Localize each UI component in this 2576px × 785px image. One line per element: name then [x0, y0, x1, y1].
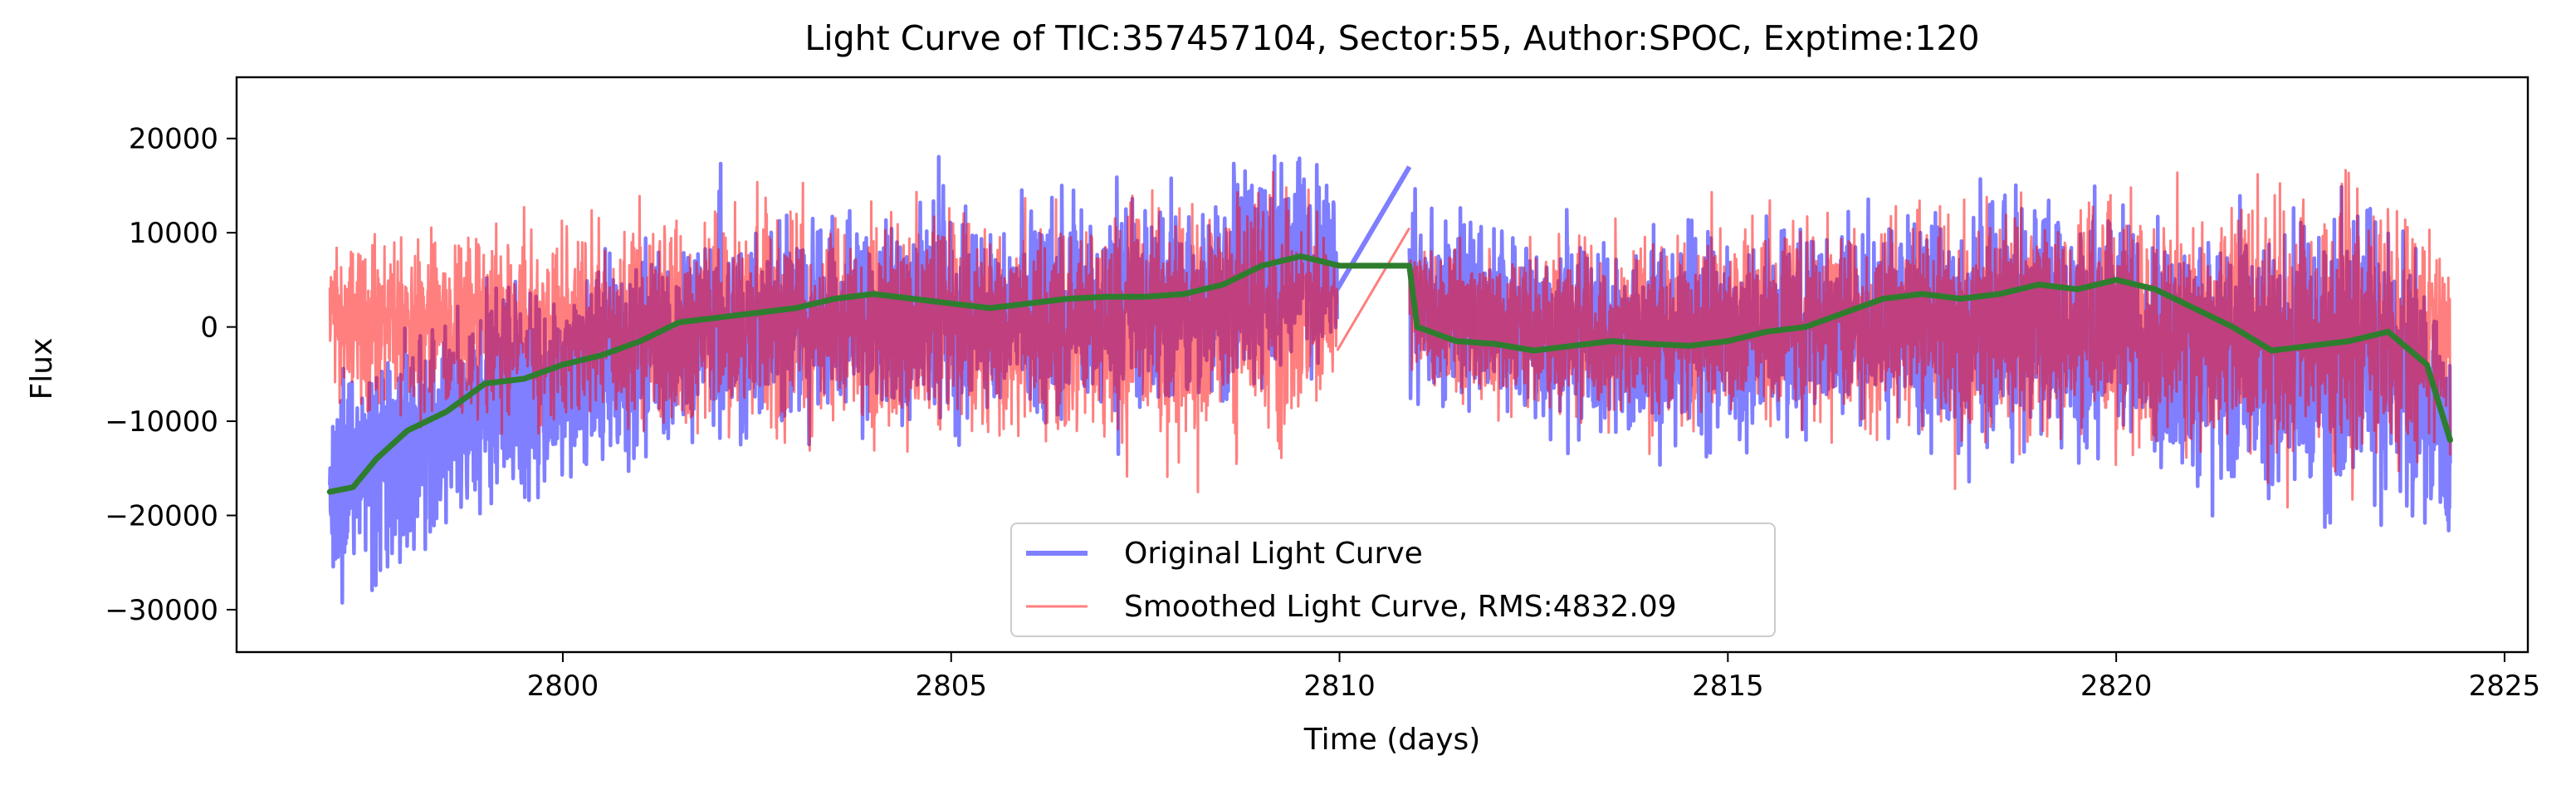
- y-axis: −30000 −20000 −10000 0 10000 20000: [105, 123, 237, 627]
- x-axis: 2800 2805 2810 2815 2820 2825: [527, 652, 2541, 703]
- plot-area: [326, 154, 2453, 605]
- legend: Original Light Curve Smoothed Light Curve…: [1010, 523, 1776, 637]
- gap-connector: [1336, 227, 1411, 351]
- legend-label: Original Light Curve: [1124, 537, 1423, 571]
- series-segment: [1408, 169, 2451, 509]
- x-tick-label: 2800: [527, 670, 599, 703]
- legend-box: [1010, 523, 1776, 637]
- x-axis-label: Time (days): [1303, 723, 1481, 757]
- x-tick-label: 2820: [2080, 670, 2153, 703]
- x-tick-label: 2825: [2469, 670, 2541, 703]
- y-axis-label: Flux: [25, 338, 59, 400]
- legend-label: Smoothed Light Curve, RMS:4832.09: [1124, 590, 1677, 624]
- x-tick-label: 2805: [915, 670, 987, 703]
- x-tick-label: 2810: [1303, 670, 1376, 703]
- y-tick-label: −20000: [105, 500, 218, 533]
- y-tick-label: 10000: [129, 217, 218, 250]
- gap-connector: [1335, 165, 1412, 291]
- y-tick-label: −10000: [105, 405, 218, 439]
- y-tick-label: 20000: [129, 123, 218, 156]
- chart-title: Light Curve of TIC:357457104, Sector:55,…: [804, 18, 1979, 58]
- plot-frame: [235, 76, 2530, 654]
- trend-line: [326, 253, 2453, 495]
- y-tick-label: −30000: [105, 594, 218, 627]
- y-tick-label: 0: [200, 312, 218, 345]
- x-tick-label: 2815: [1692, 670, 1764, 703]
